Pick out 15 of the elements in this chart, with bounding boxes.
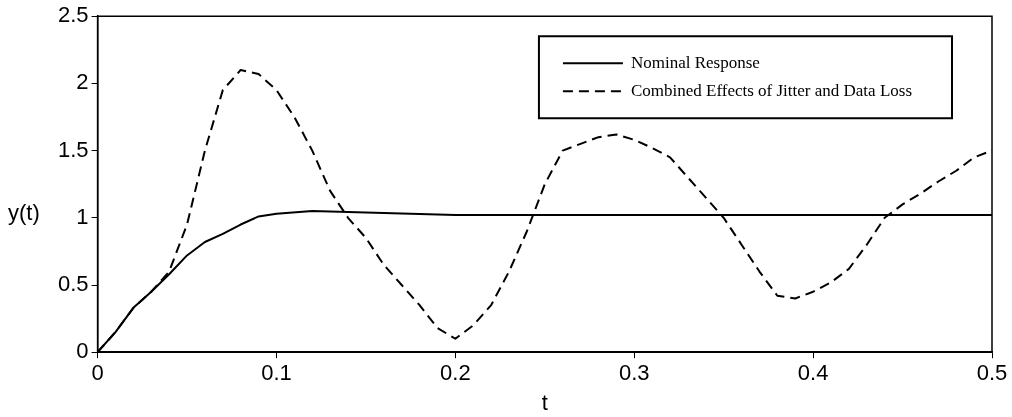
x-tick-label: 0.1 [261, 360, 292, 386]
x-tick-label: 0.4 [797, 360, 829, 386]
y-tick-label: 2 [76, 69, 89, 95]
y-tick-label: 2.5 [57, 2, 89, 28]
legend-label: Combined Effects of Jitter and Data Loss [630, 80, 913, 100]
x-tick-label: 0.3 [618, 360, 650, 386]
y-axis-title: y(t) [8, 200, 40, 226]
y-tick-label: 0 [76, 338, 89, 364]
y-tick-label: 0.5 [57, 271, 89, 297]
y-tick-label: 1.5 [57, 136, 89, 162]
y-tick-label: 1 [76, 203, 89, 229]
x-axis-title: t [541, 389, 548, 415]
legend-label: Nominal Response [630, 52, 760, 72]
x-tick-label: 0.2 [440, 360, 471, 386]
x-tick-label: 0.5 [976, 360, 1008, 386]
